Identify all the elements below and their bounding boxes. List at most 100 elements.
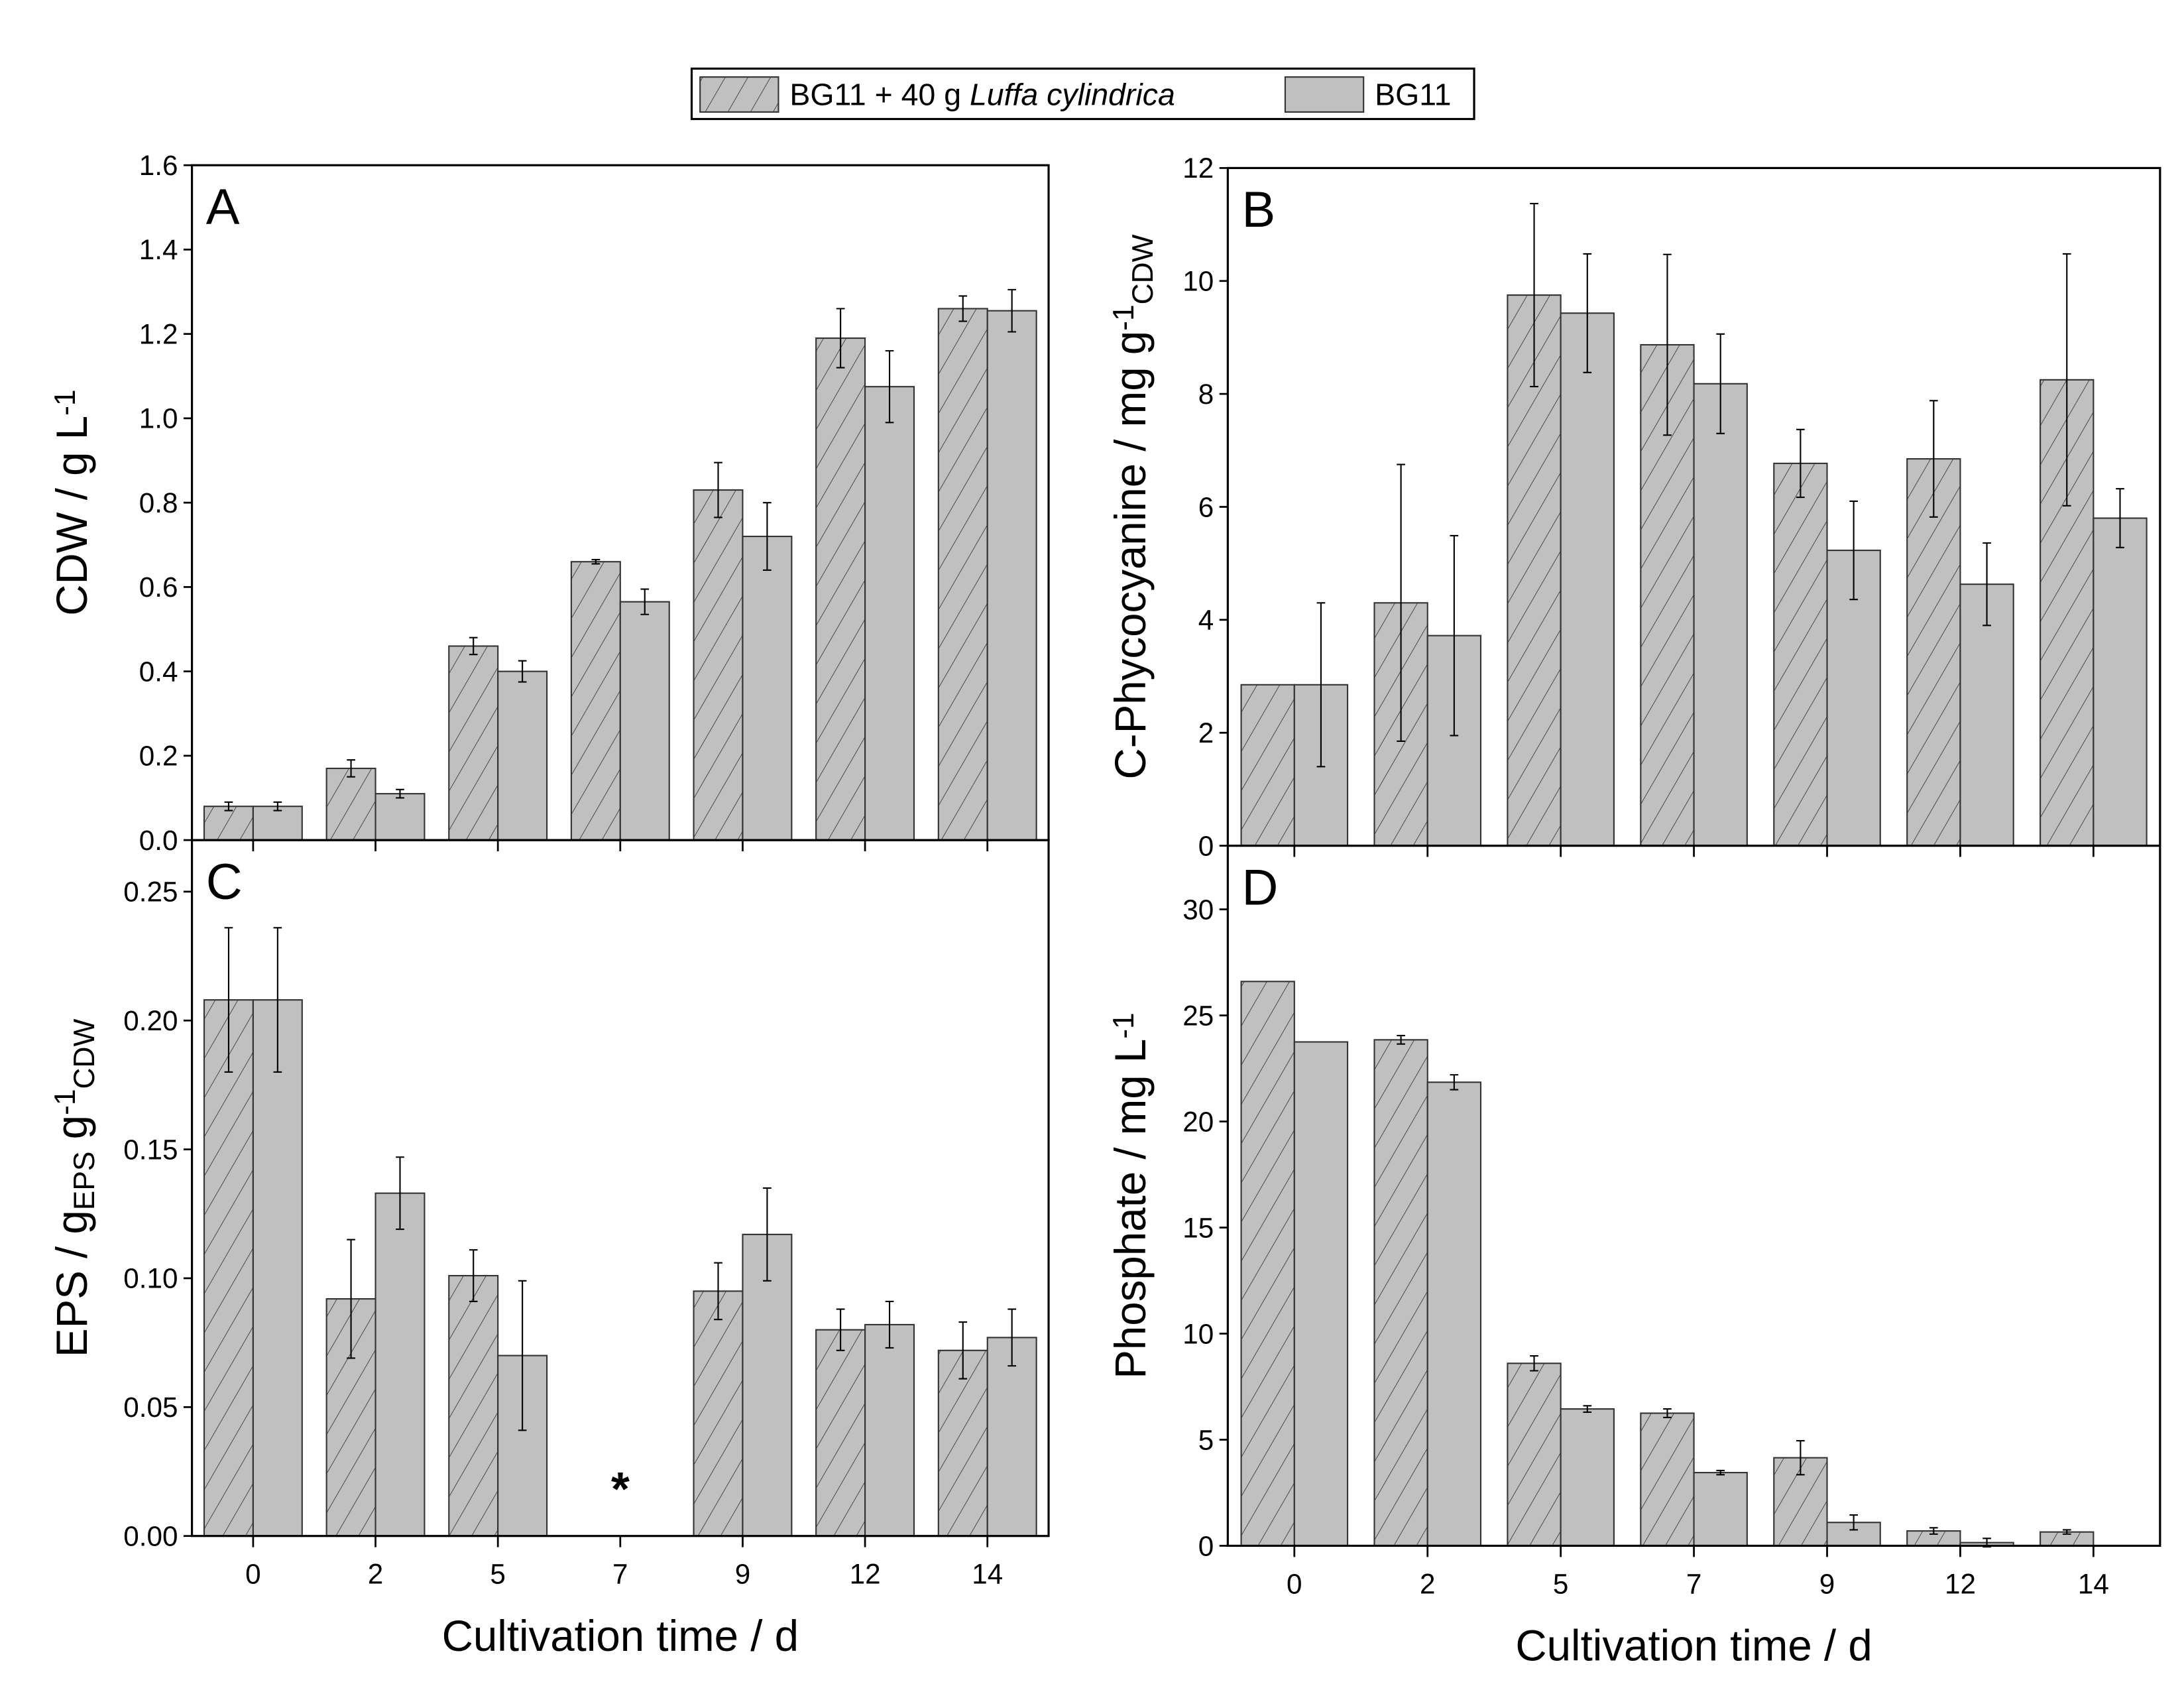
bar-bg11-7 [1693, 383, 1748, 847]
x-tick-label: 12 [850, 1558, 881, 1589]
error-bar [885, 350, 894, 424]
error-bar [1397, 1034, 1405, 1045]
error-bar [1929, 1527, 1938, 1535]
y-tick-label: 0.15 [123, 1134, 178, 1165]
y-tick-label: 0.00 [123, 1520, 178, 1551]
missing-data-asterisk: * [611, 1463, 630, 1516]
error-bar [347, 1238, 355, 1359]
error-bar [1796, 1440, 1805, 1476]
y-tick-label: 0.0 [139, 825, 178, 856]
legend-label-luffa: BG11 + 40 g Luffa cylindrica [789, 77, 1175, 111]
bar-luffa-7 [570, 561, 621, 841]
error-bar [1007, 1308, 1017, 1367]
y-tick-label: 12 [1182, 152, 1214, 184]
bar-bg11-0 [1293, 1041, 1349, 1547]
y-tick-label: 15 [1182, 1212, 1214, 1243]
bar-luffa-12 [1906, 458, 1961, 847]
bar-luffa-5 [448, 645, 499, 841]
y-axis-title-part: CDW [1127, 234, 1159, 304]
error-bar [2116, 488, 2124, 548]
error-bar [885, 1300, 894, 1349]
legend-label-luffa-species: Luffa cylindrica [970, 77, 1175, 111]
bar-bg11-5 [497, 670, 548, 841]
y-tick-label: 0 [1198, 1530, 1214, 1561]
error-bar [1929, 400, 1938, 518]
y-axis-title-part: CDW [68, 1018, 101, 1089]
y-axis-title: CDW / g L-1 [48, 390, 96, 616]
error-bar [518, 660, 527, 683]
panel-label: D [1241, 859, 1278, 916]
bar-bg11-14 [2093, 517, 2148, 847]
error-bar [273, 801, 282, 812]
y-axis-title-part: -1 [50, 390, 82, 416]
x-tick-label: 2 [368, 1558, 383, 1589]
x-tick-label: 9 [735, 1558, 750, 1589]
x-tick-label: 5 [490, 1558, 505, 1589]
bar-luffa-5 [1507, 1362, 1562, 1547]
bar-bg11-0 [252, 806, 303, 841]
bar-bg11-7 [1693, 1472, 1748, 1547]
bar-bg11-14 [986, 1337, 1037, 1537]
bar-bg11-2 [374, 793, 426, 841]
bar-bg11-0 [252, 999, 303, 1537]
bar-bg11-5 [1560, 1408, 1615, 1547]
error-bar [1583, 253, 1592, 373]
plot-frame [190, 839, 1050, 1538]
error-bar [1716, 333, 1725, 434]
error-bar [714, 1262, 722, 1321]
legend-swatch-solid [1284, 76, 1365, 113]
y-axis-title-part: Phosphate / mg L [1106, 1039, 1155, 1379]
y-tick-label: 8 [1198, 379, 1214, 410]
error-bar [273, 927, 282, 1073]
y-axis-title: C-Phycocyanine / mg g-1CDW [1106, 234, 1159, 779]
error-bar [958, 295, 968, 322]
panel-label: A [206, 179, 240, 235]
bar-luffa-2 [325, 1298, 376, 1537]
error-bar [1530, 203, 1538, 388]
error-bar [1397, 463, 1405, 743]
y-axis-title-part: g [48, 1115, 96, 1152]
error-bar [1450, 1074, 1459, 1091]
y-tick-label: 0 [1198, 830, 1214, 861]
error-bar [1663, 1408, 1672, 1418]
bar-bg11-9 [742, 535, 793, 841]
bar-luffa-5 [448, 1275, 499, 1537]
y-tick-label: 1.6 [139, 150, 178, 181]
x-tick-label: 9 [1819, 1568, 1835, 1599]
y-tick-label: 0.4 [139, 656, 178, 687]
bar-luffa-2 [1373, 1039, 1428, 1547]
y-axis-title-part: -1 [1108, 1012, 1140, 1038]
panel-label: B [1241, 182, 1275, 238]
y-axis-title: EPS / gEPS g-1CDW [48, 1018, 101, 1357]
bar-bg11-5 [1560, 312, 1615, 847]
bar-bg11-12 [864, 1323, 915, 1537]
error-bar [1530, 1355, 1538, 1372]
error-bar [1583, 1405, 1592, 1413]
x-axis-title: Cultivation time / d [1515, 1622, 1872, 1670]
bar-luffa-9 [693, 1290, 744, 1537]
error-bar [958, 1321, 968, 1380]
bar-luffa-0 [1240, 981, 1295, 1547]
error-bar [591, 558, 601, 565]
bar-bg11-7 [619, 601, 670, 841]
error-bar [1316, 602, 1326, 768]
y-tick-label: 25 [1182, 1000, 1214, 1031]
x-tick-label: 7 [612, 1558, 628, 1589]
legend-label-bg11: BG11 [1375, 77, 1451, 111]
panel-B: 0 2 4 6 8 10 12 B C-Phycocyanine / mg g-1CDW [1106, 152, 2161, 861]
y-tick-label: 0.10 [123, 1263, 178, 1294]
legend: BG11 + 40 g Luffa cylindrica BG11 [690, 67, 1475, 121]
y-tick-label: 6 [1198, 491, 1214, 522]
y-tick-label: 0.2 [139, 741, 178, 772]
bar-luffa-12 [815, 1329, 866, 1537]
error-bar [763, 502, 772, 572]
bar-bg11-14 [986, 310, 1037, 841]
legend-label-luffa-prefix: BG11 + 40 g [789, 77, 970, 111]
bar-luffa-2 [325, 767, 376, 841]
error-bar [1849, 1514, 1858, 1531]
x-tick-label: 12 [1945, 1568, 1976, 1599]
error-bar [347, 759, 355, 778]
y-tick-label: 10 [1182, 1318, 1214, 1349]
